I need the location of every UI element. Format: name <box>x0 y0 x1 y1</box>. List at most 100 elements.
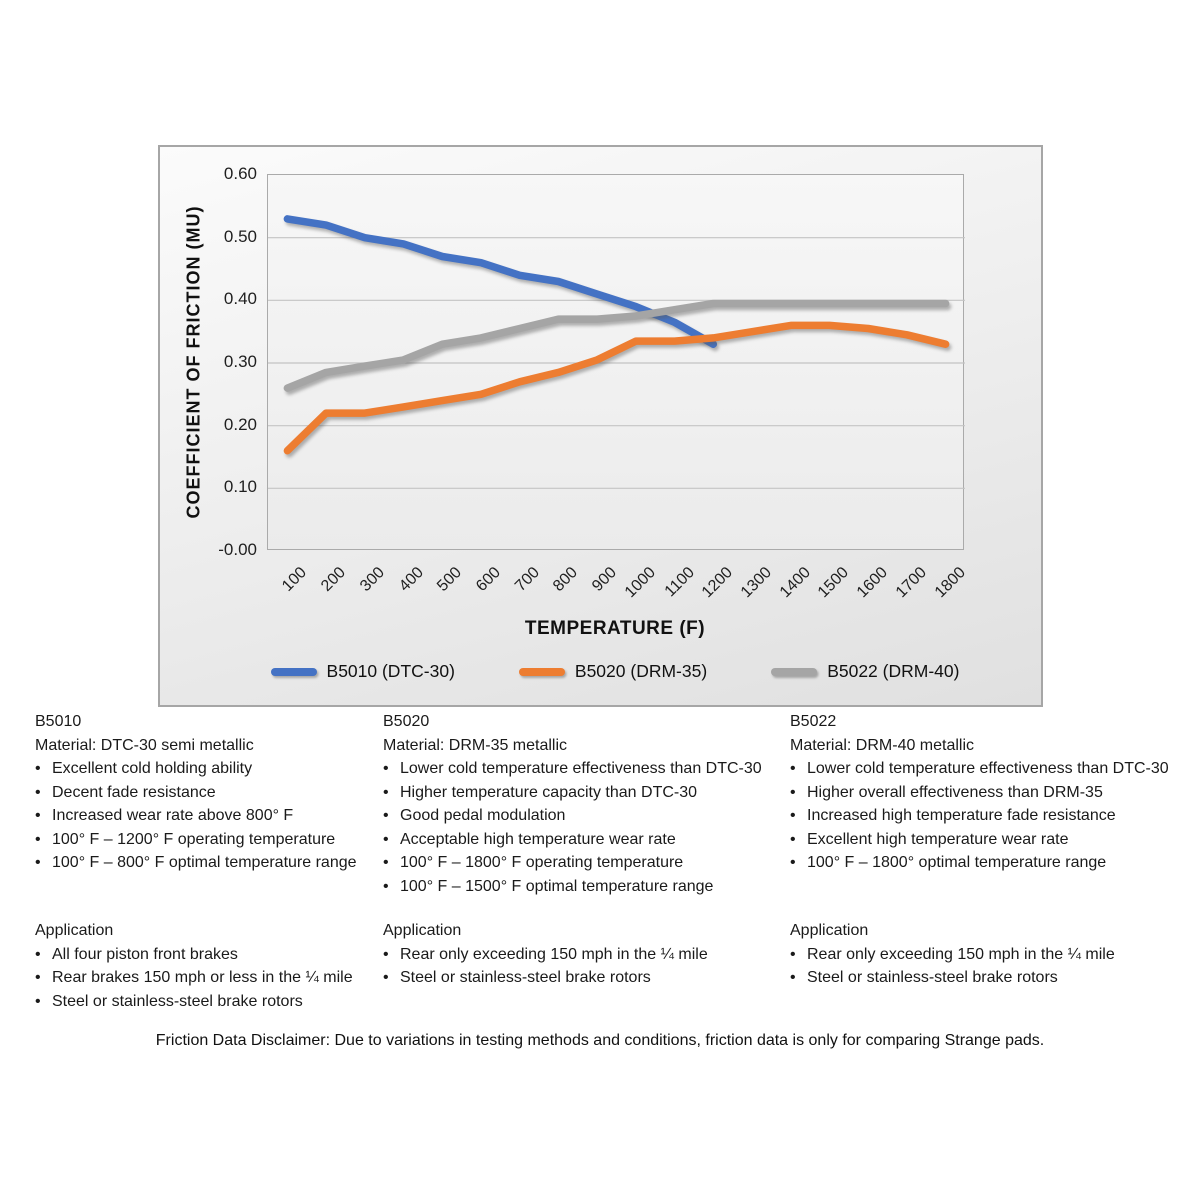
product-column-b5022: B5022 Material: DRM-40 metallic • Lower c… <box>790 710 1169 875</box>
legend-label: B5010 (DTC-30) <box>326 661 455 681</box>
friction-chart: COEFFICIENT OF FRICTION (MU) 0.60 0.50 0.4… <box>158 145 1043 707</box>
bullet-text: Steel or stainless-steel brake rotors <box>807 969 1058 986</box>
bullet-text: Rear only exceeding 150 mph in the ¼ mil… <box>807 945 1115 963</box>
product-features: • Lower cold temperature effectiveness th… <box>383 757 762 898</box>
y-axis-tick-label: 0.50 <box>223 226 257 246</box>
bullet-glyph: • <box>383 945 389 963</box>
series-line-b5020 <box>283 321 950 455</box>
bullet-text: Lower cold temperature effectiveness tha… <box>400 760 762 777</box>
legend-label: B5020 (DRM-35) <box>574 661 708 681</box>
bullet-text: Good pedal modulation <box>400 807 566 824</box>
bullet-item: • Steel or stainless-steel brake rotors <box>383 966 708 990</box>
application-column-b5022: Application • Rear only exceeding 150 mph… <box>790 919 1115 990</box>
bullet-text: Rear brakes 150 mph or less in the ¼ mil… <box>52 969 353 986</box>
bullet-glyph: • <box>35 992 41 1010</box>
bullet-item: • Decent fade resistance <box>35 781 357 805</box>
bullet-text: Increased wear rate above 800° F <box>52 807 294 824</box>
bullet-text: Excellent cold holding ability <box>52 760 253 777</box>
bullet-glyph: • <box>35 969 41 986</box>
bullet-item: • 100° F – 1800° optimal temperature rang… <box>790 851 1169 875</box>
bullet-glyph: • <box>790 760 796 777</box>
product-id: B5010 <box>35 713 82 730</box>
bullet-item: • Increased wear rate above 800° F <box>35 804 357 828</box>
bullet-item: • Excellent high temperature wear rate <box>790 828 1169 852</box>
bullet-item: • Excellent cold holding ability <box>35 757 357 781</box>
chart-lines-svg <box>268 215 965 489</box>
bullet-item: • Steel or stainless-steel brake rotors <box>790 966 1115 990</box>
bullet-item: • 100° F – 800° F optimal temperature ran… <box>35 851 357 875</box>
application-title: Application <box>790 922 869 939</box>
bullet-glyph: • <box>35 760 41 777</box>
legend-item-b5020: B5020 (DRM-35) <box>518 661 708 682</box>
bullet-glyph: • <box>790 807 796 824</box>
bullet-text: Increased high temperature fade resistan… <box>807 807 1116 824</box>
x-axis-title: TEMPERATURE (F) <box>524 618 706 639</box>
y-axis-tick-label: -0.00 <box>218 540 257 559</box>
bullet-text: Higher overall effectiveness than DRM-35 <box>807 783 1103 801</box>
bullet-item: • Lower cold temperature effectiveness th… <box>383 757 762 781</box>
legend-line-swatch <box>518 667 565 676</box>
bullet-text: Rear only exceeding 150 mph in the ¼ mil… <box>400 945 708 963</box>
bullet-item: • Steel or stainless-steel brake rotors <box>35 990 353 1014</box>
bullet-glyph: • <box>790 945 796 963</box>
legend-line-swatch <box>771 667 818 676</box>
series-line-b5010 <box>283 215 718 348</box>
product-id: B5020 <box>383 713 430 730</box>
bullet-item: • Increased high temperature fade resista… <box>790 804 1169 828</box>
y-axis-tick-label: 0.30 <box>223 352 257 371</box>
product-column-b5020: B5020 Material: DRM-35 metallic • Lower c… <box>383 710 762 898</box>
bullet-item: • 100° F – 1200° F operating temperature <box>35 828 357 852</box>
bullet-text: Higher temperature capacity than DTC-30 <box>400 783 698 801</box>
legend-line-swatch <box>270 667 317 676</box>
bullet-text: Steel or stainless-steel brake rotors <box>400 969 651 986</box>
application-list: • Rear only exceeding 150 mph in the ¼ mi… <box>383 943 708 990</box>
bullet-glyph: • <box>790 783 796 801</box>
bullet-glyph: • <box>35 945 41 963</box>
bullet-glyph: • <box>383 854 389 871</box>
bullet-item: • Rear only exceeding 150 mph in the ¼ mi… <box>383 943 708 967</box>
bullet-text: All four piston front brakes <box>52 945 238 963</box>
series-line-b5022 <box>283 299 950 392</box>
bullet-item: • 100° F – 1500° F optimal temperature ra… <box>383 875 762 899</box>
bullet-text: 100° F – 1800° F operating temperature <box>400 854 684 871</box>
bullet-glyph: • <box>35 783 41 801</box>
application-title: Application <box>383 922 462 939</box>
bullet-glyph: • <box>35 854 41 871</box>
product-id: B5022 <box>790 713 837 730</box>
y-axis-tick-label: 0.60 <box>223 164 257 183</box>
bullet-text: 100° F – 800° F optimal temperature rang… <box>52 854 357 871</box>
product-material: Material: DRM-35 metallic <box>383 736 568 754</box>
friction-data-disclaimer: Friction Data Disclaimer: Due to variati… <box>155 1032 1045 1049</box>
bullet-item: • Good pedal modulation <box>383 804 762 828</box>
bullet-glyph: • <box>383 830 389 848</box>
y-axis-tick-label: 0.10 <box>223 477 257 497</box>
product-features: • Lower cold temperature effectiveness th… <box>790 757 1169 875</box>
bullet-text: Steel or stainless-steel brake rotors <box>52 992 303 1010</box>
bullet-item: • Lower cold temperature effectiveness th… <box>790 757 1169 781</box>
bullet-item: • Higher temperature capacity than DTC-30 <box>383 781 762 805</box>
legend-item-b5022: B5022 (DRM-40) <box>771 661 959 682</box>
application-list: • All four piston front brakes • Rear brake… <box>35 943 353 1014</box>
bullet-text: Decent fade resistance <box>52 783 216 801</box>
bullet-glyph: • <box>35 830 41 848</box>
product-material: Material: DTC-30 semi metallic <box>35 736 254 754</box>
bullet-text: 100° F – 1200° F operating temperature <box>52 830 336 848</box>
product-features: • Excellent cold holding ability • Decent f… <box>35 757 357 875</box>
y-axis-tick-label: 0.20 <box>223 414 257 434</box>
y-axis-title: COEFFICIENT OF FRICTION (MU) <box>183 205 204 519</box>
bullet-glyph: • <box>35 807 41 824</box>
legend-item-b5010: B5010 (DTC-30) <box>270 661 455 682</box>
application-title: Application <box>35 922 114 939</box>
bullet-text: Acceptable high temperature wear rate <box>400 830 676 848</box>
bullet-text: 100° F – 1800° optimal temperature range <box>807 854 1107 871</box>
application-column-b5020: Application • Rear only exceeding 150 mph… <box>383 919 708 990</box>
bullet-glyph: • <box>383 877 389 895</box>
bullet-glyph: • <box>383 760 389 777</box>
bullet-item: • Rear brakes 150 mph or less in the ¼ mi… <box>35 966 353 990</box>
bullet-item: • 100° F – 1800° F operating temperature <box>383 851 762 875</box>
y-axis-tick-label: 0.40 <box>223 289 257 309</box>
application-list: • Rear only exceeding 150 mph in the ¼ mi… <box>790 943 1115 990</box>
bullet-text: Lower cold temperature effectiveness tha… <box>807 760 1169 777</box>
chart-legend: B5010 (DTC-30) B5020 (DRM-35) B5022 (DRM-4… <box>215 661 1015 682</box>
product-material: Material: DRM-40 metallic <box>790 736 975 754</box>
